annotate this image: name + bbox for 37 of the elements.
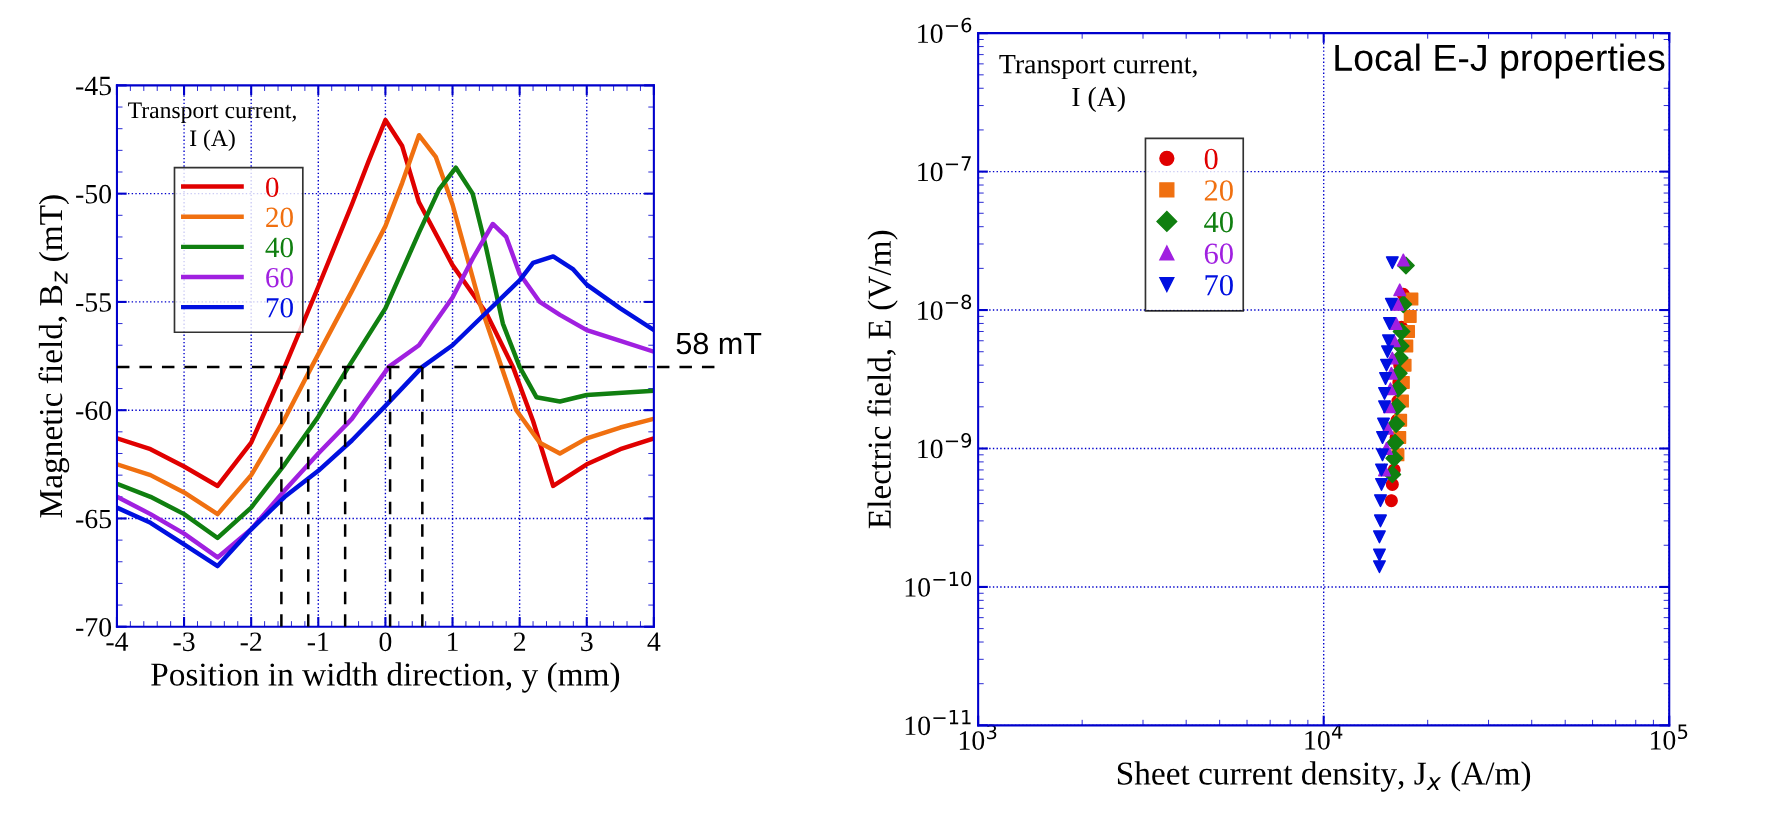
y-axis-title: Electric field, E (V/m) <box>867 230 898 529</box>
x-tick-label: -2 <box>240 632 262 651</box>
x-tick-label: 0 <box>379 632 392 652</box>
x-tick-label: 2 <box>513 632 526 651</box>
x-tick-label: 3 <box>581 632 593 652</box>
x-tick-label: -3 <box>173 632 195 652</box>
x-tick-label: 4 <box>647 632 661 651</box>
y-tick-label: -60 <box>76 401 112 421</box>
legend-label: 0 <box>1204 148 1218 170</box>
y-tick-label: -45 <box>76 76 112 96</box>
legend-label: 20 <box>1204 180 1233 201</box>
y-axis-title: Magnetic field, B$_{z}$ (mT) <box>38 195 70 518</box>
x-tick-label: 10$^{5}$ <box>1650 724 1688 750</box>
legend-label: 60 <box>1204 243 1233 264</box>
chart-title: Local E-J properties <box>1335 43 1665 79</box>
legend-label: 0 <box>266 177 279 198</box>
y-tick-label: 10$^{−7}$ <box>918 156 971 182</box>
x-tick-label: -1 <box>307 632 329 651</box>
legend-title: Transport current, I (A) <box>128 102 296 152</box>
y-tick-label: 10$^{−10}$ <box>905 571 972 597</box>
legend-label: 40 <box>265 237 293 258</box>
y-tick-label: -55 <box>76 293 112 312</box>
x-tick-label: 1 <box>448 632 458 651</box>
y-tick-label: -65 <box>76 509 112 529</box>
legend-label: 40 <box>1204 211 1233 233</box>
legend-label: 70 <box>1205 274 1233 296</box>
legend-label: 20 <box>266 207 293 228</box>
legend-label: 70 <box>266 297 293 318</box>
y-tick-label: 10$^{−8}$ <box>918 294 972 320</box>
y-tick-label: 10$^{−6}$ <box>918 17 972 44</box>
legend-title: Transport current, I (A) <box>999 55 1197 113</box>
x-axis-title: Position in width direction, y (mm) <box>151 662 620 693</box>
x-axis-title: Sheet current density, J$_{x}$ (A/m) <box>1117 761 1531 792</box>
legend-label: 60 <box>266 267 293 288</box>
ref-line-label: 58 mT <box>676 332 762 355</box>
y-tick-label: 10$^{−9}$ <box>918 433 972 459</box>
y-tick-label: -50 <box>76 184 112 204</box>
